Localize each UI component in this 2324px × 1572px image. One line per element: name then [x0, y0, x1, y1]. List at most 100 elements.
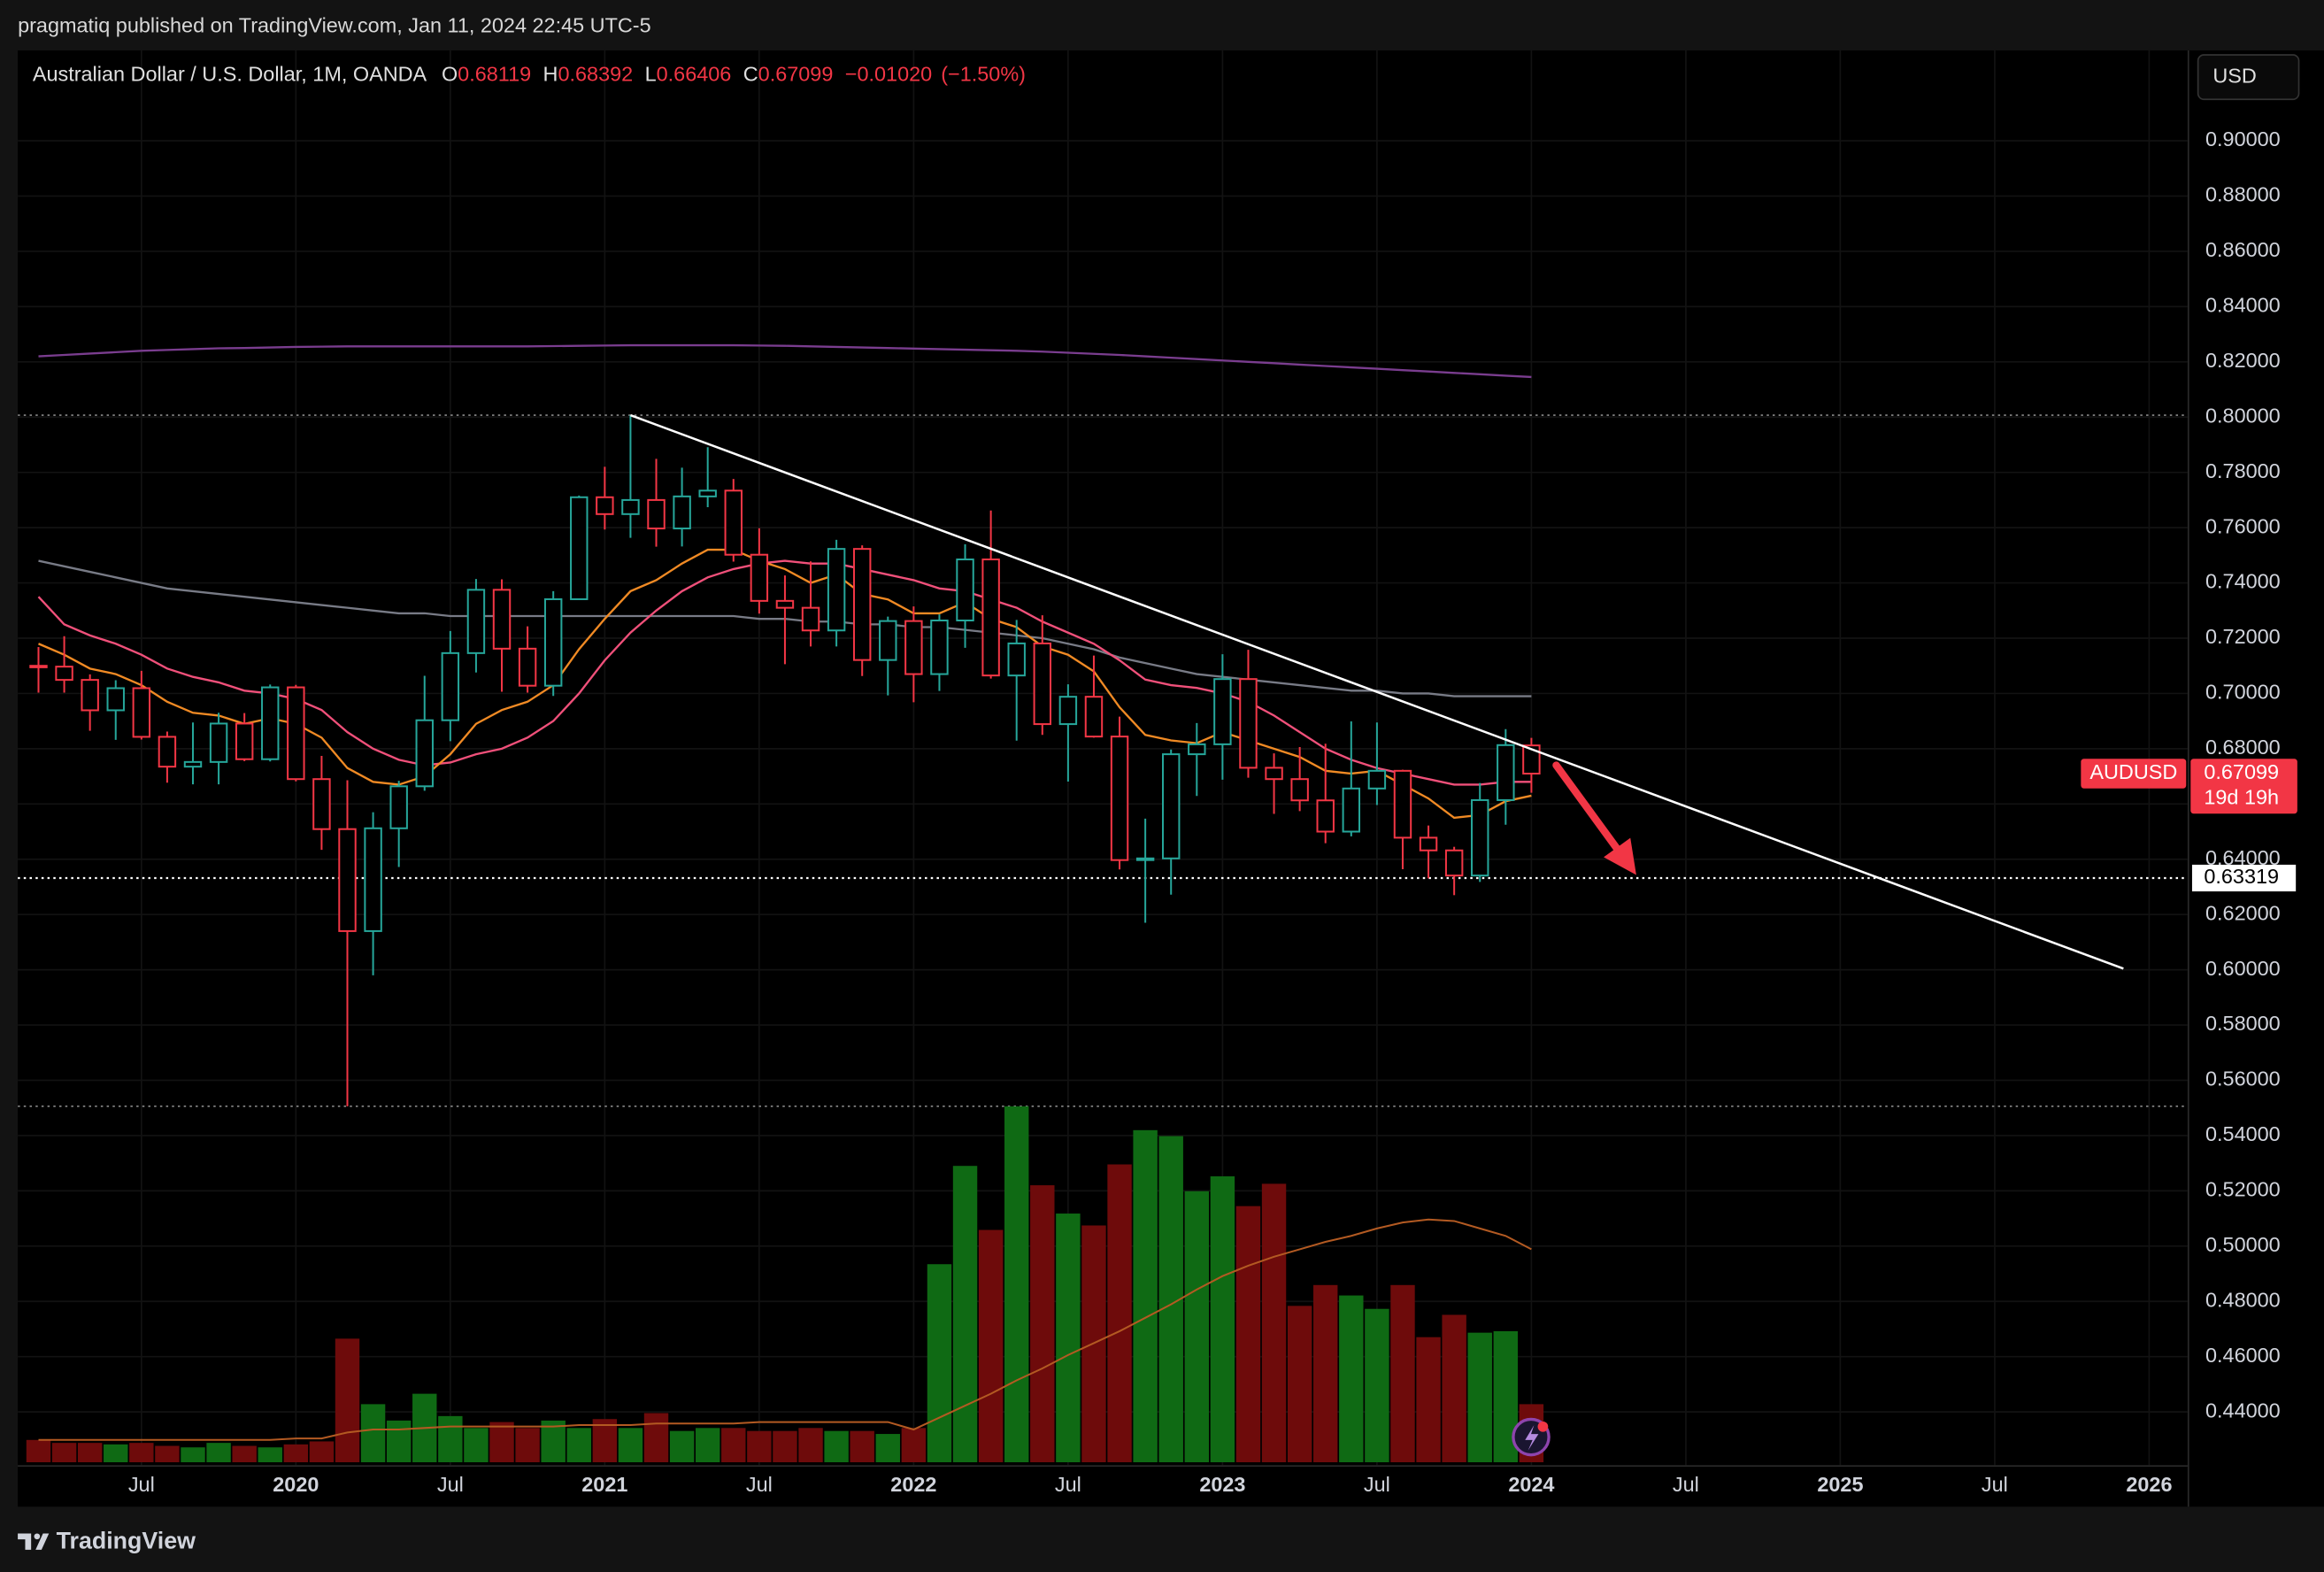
- arrow-shaft: [1552, 761, 1624, 857]
- volume-bar: [566, 1428, 591, 1463]
- volume-bar: [77, 1443, 103, 1463]
- level-label: 0.63319: [2204, 865, 2279, 888]
- volume-bar: [1390, 1284, 1415, 1463]
- y-tick-label: 0.54000: [2205, 1122, 2281, 1145]
- y-tick-label: 0.68000: [2205, 736, 2281, 759]
- volume-bar: [1287, 1306, 1312, 1463]
- legend-value: 0.67099: [758, 63, 834, 86]
- candle-body: [1188, 743, 1206, 756]
- candle-body: [415, 719, 434, 788]
- volume-bar: [1261, 1183, 1287, 1463]
- candle-body: [1213, 678, 1232, 745]
- y-tick-label: 0.70000: [2205, 681, 2281, 704]
- candle-body: [441, 651, 460, 721]
- volume-bar: [104, 1444, 128, 1463]
- candle-body: [596, 496, 614, 515]
- currency-button[interactable]: [2197, 54, 2300, 101]
- volume-bar: [798, 1428, 823, 1463]
- candle-body: [1393, 769, 1412, 839]
- candle-body: [1342, 787, 1361, 833]
- annotation-arrow: [1552, 761, 1636, 875]
- candle-body: [956, 559, 974, 622]
- y-tick-label: 0.86000: [2205, 238, 2281, 261]
- y-tick-label: 0.72000: [2205, 625, 2281, 648]
- candle-body: [621, 498, 640, 515]
- volume-bar: [232, 1445, 257, 1463]
- candle-body: [29, 665, 48, 668]
- candle-body: [1007, 642, 1026, 677]
- x-tick-label: Jul: [1364, 1473, 1390, 1496]
- x-tick-label: Jul: [437, 1473, 464, 1496]
- arrow-head: [1604, 837, 1636, 875]
- volume-bar: [592, 1419, 618, 1463]
- volume-bar: [618, 1428, 643, 1463]
- volume-bar: [875, 1434, 900, 1463]
- symbol-label: AUDUSD: [2089, 760, 2177, 783]
- legend-value: 0.66406: [657, 63, 732, 86]
- candle-body: [775, 599, 795, 609]
- candle-body: [1290, 778, 1309, 802]
- candle-body: [852, 548, 872, 661]
- candle-body: [1497, 744, 1515, 801]
- candle-body: [673, 495, 691, 530]
- candle-body: [312, 778, 331, 830]
- volume-bar: [464, 1428, 489, 1463]
- candle-body: [879, 620, 897, 661]
- candle-body: [827, 548, 846, 632]
- volume-bar: [438, 1415, 463, 1463]
- volume-bar: [515, 1428, 540, 1463]
- x-tick-label: 2025: [1817, 1473, 1863, 1496]
- candle-body: [235, 722, 254, 760]
- legend: Australian Dollar / U.S. Dollar, 1M, OAN…: [33, 63, 1026, 86]
- icon[interactable]: [1525, 1425, 1539, 1451]
- icon[interactable]: [1537, 1421, 1549, 1432]
- price-label: 0.67099: [2204, 760, 2279, 783]
- alert-icon[interactable]: [1512, 1417, 1551, 1457]
- candle-body: [1265, 767, 1283, 781]
- x-tick-label: Jul: [746, 1473, 773, 1496]
- candle-body: [1161, 753, 1181, 859]
- candle-body: [698, 489, 717, 497]
- legend-key: O: [442, 63, 458, 86]
- candle-body: [1316, 799, 1335, 833]
- legend-value: 0.68392: [558, 63, 633, 86]
- volume-bar: [489, 1422, 514, 1463]
- volume-bar: [1339, 1295, 1364, 1463]
- volume-bar: [824, 1430, 849, 1463]
- volume-bar: [721, 1428, 746, 1463]
- legend-key: L: [645, 63, 657, 86]
- y-tick-label: 0.76000: [2205, 514, 2281, 537]
- y-tick-label: 0.62000: [2205, 901, 2281, 924]
- volume-bar: [1235, 1206, 1261, 1463]
- volume-bar: [309, 1441, 335, 1463]
- x-tick-label: 2022: [890, 1473, 936, 1496]
- x-tick-label: Jul: [1673, 1473, 1699, 1496]
- volume-bar: [773, 1430, 797, 1463]
- y-tick-label: 0.84000: [2205, 294, 2281, 317]
- candle-body: [1135, 857, 1155, 861]
- volume-bar: [643, 1413, 669, 1463]
- candle-body: [543, 597, 563, 687]
- logo-mark: [34, 1533, 41, 1540]
- brand: TradingView: [57, 1528, 196, 1554]
- legend-change: −0.01020: [845, 63, 932, 86]
- candle-body: [750, 553, 769, 602]
- currency-label[interactable]: USD: [2212, 64, 2256, 87]
- volume-bar: [1313, 1284, 1338, 1463]
- candle-body: [261, 686, 280, 760]
- y-tick-label: 0.46000: [2205, 1344, 2281, 1367]
- candle-body: [1084, 696, 1104, 738]
- candle-body: [570, 496, 589, 600]
- candle-body: [1444, 849, 1464, 877]
- y-tick-label: 0.60000: [2205, 957, 2281, 980]
- candle-body: [209, 722, 228, 763]
- candle-body: [981, 559, 1000, 677]
- volume-bar: [155, 1445, 180, 1463]
- x-tick-label: Jul: [128, 1473, 155, 1496]
- y-tick-label: 0.52000: [2205, 1178, 2281, 1201]
- y-tick-label: 0.50000: [2205, 1233, 2281, 1256]
- candle-body: [389, 785, 408, 829]
- volume-bar: [747, 1430, 772, 1463]
